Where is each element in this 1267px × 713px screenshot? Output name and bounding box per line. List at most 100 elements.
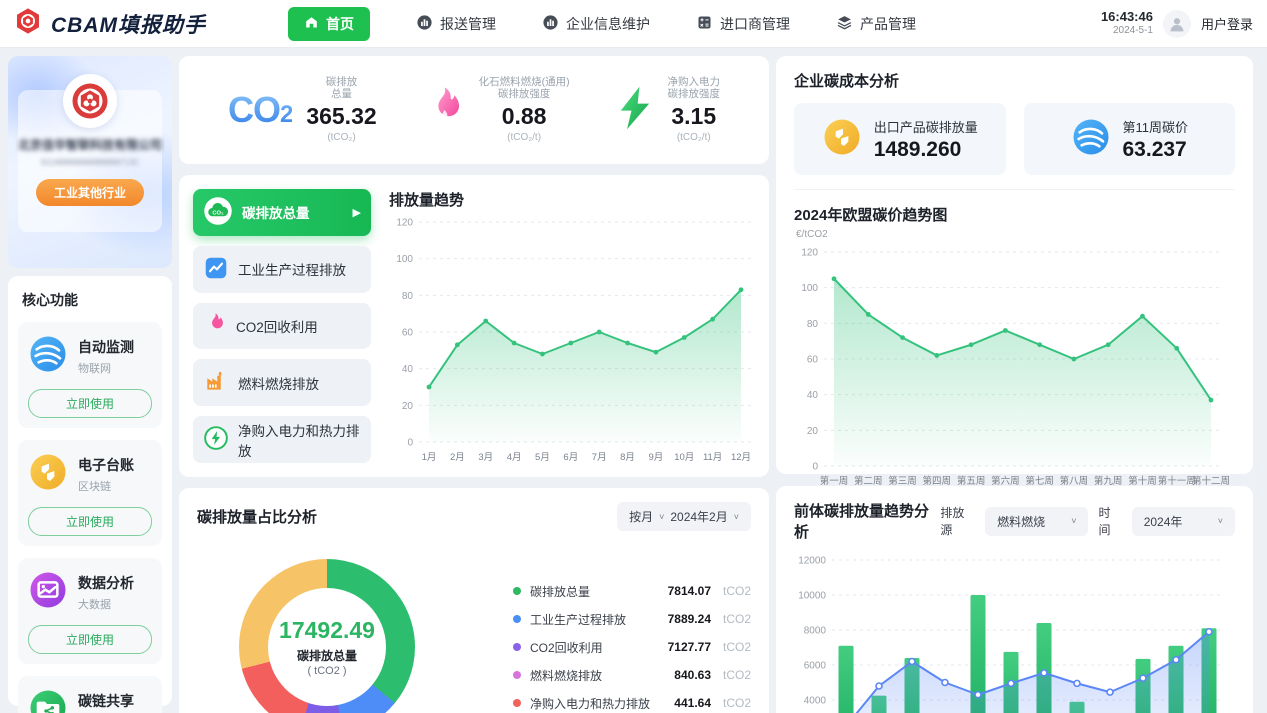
svg-text:120: 120 [396,218,413,229]
precursor-combo-chart: 4000 6000 8000 10000 12000 [798,556,1223,713]
use-now-button[interactable]: 立即使用 [28,389,152,418]
header-right: 16:43:46 2024-5-1 用户登录 [1101,9,1253,38]
nav-item-importer-management[interactable]: 进口商管理 [696,14,790,34]
svg-text:10000: 10000 [798,591,826,602]
svg-text:20: 20 [807,426,819,437]
svg-text:第十一周: 第十一周 [1158,475,1196,487]
legend-unit: tCO2 [722,612,751,626]
tab-co2-recycle[interactable]: CO2回收利用 [193,302,371,350]
svg-text:3月: 3月 [478,452,493,463]
stat-value: 365.32 [306,102,377,129]
svg-text:2月: 2月 [450,452,465,463]
legend-item[interactable]: 工业生产过程排放 7889.24 tCO2 [513,605,751,633]
eu-price-chart: 020406080100120第一周 第二周 第三周 第四周 第五周 第六周 第七周 第八周第… [801,248,1230,488]
svg-text:10月: 10月 [674,452,694,463]
legend-value: 7814.07 [667,584,711,598]
svg-text:第二周: 第二周 [854,475,883,487]
legend-item[interactable]: 净购入电力和热力排放 441.64 tCO2 [513,689,751,713]
svg-text:第八周: 第八周 [1060,475,1089,487]
svg-text:40: 40 [402,364,414,375]
coin-icon [28,452,68,497]
co2-cloud-icon: CO₂ [203,196,233,229]
svg-text:4000: 4000 [804,696,827,707]
svg-text:第四周: 第四周 [923,475,952,487]
line-chart-icon [203,255,229,284]
carbon-cost-panel: 企业碳成本分析 出口产品碳排放量 1489.260 [776,56,1253,487]
legend-item[interactable]: 燃料燃烧排放 840.63 tCO2 [513,661,751,689]
svg-text:7月: 7月 [592,452,607,463]
svg-text:5月: 5月 [535,452,550,463]
emission-source-select[interactable]: 燃料燃烧 ˅ [985,506,1089,536]
svg-text:60: 60 [807,355,819,366]
svg-text:20: 20 [402,401,414,412]
bolt-icon [616,85,654,136]
svg-text:80: 80 [402,291,414,302]
svg-text:第十二周: 第十二周 [1192,475,1230,487]
legend-value: 441.64 [674,696,711,710]
legend-unit: tCO2 [722,668,751,682]
svg-text:100: 100 [801,283,818,294]
svg-text:9月: 9月 [649,452,664,463]
co2-text-icon: CO2 [227,89,293,130]
svg-text:60: 60 [402,328,414,339]
svg-text:6000: 6000 [804,661,827,672]
nav-item-report-management[interactable]: 报送管理 [416,14,496,34]
svg-text:12月: 12月 [731,452,751,463]
svg-text:第三周: 第三周 [888,475,917,487]
company-name-blurred: 北京佳华智联科技有限公司 [17,138,162,152]
nav-item-product-management[interactable]: 产品管理 [836,14,916,34]
function-data-analysis: 数据分析 大数据 立即使用 [18,558,162,664]
legend-dot-icon [513,699,521,707]
clock: 16:43:46 2024-5-1 [1101,9,1153,36]
donut-chart: 17492.49 碳排放总量 ( tCO2 ) [239,559,415,713]
home-icon [304,15,319,33]
legend-value: 7889.24 [667,612,711,626]
svg-text:120: 120 [801,248,818,259]
globe-icon [1071,117,1111,162]
eu-price-axis-unit: €/tCO2 [796,229,828,240]
svg-text:11月: 11月 [703,452,722,463]
factory-icon [203,368,229,397]
legend-item[interactable]: 碳排放总量 7814.07 tCO2 [513,577,751,605]
nav-item-home[interactable]: 首页 [288,6,370,41]
sidebar: 北京佳华智联科技有限公司 911488888888888888713C 工业其他… [8,56,172,713]
user-avatar[interactable] [1162,9,1191,38]
right-column: 企业碳成本分析 出口产品碳排放量 1489.260 [776,56,1253,713]
company-emblem-icon [63,74,117,128]
kpi-stats-card: CO2 碳排放 总量 365.32 (tCO₂) 化石燃料燃烧(通用) 碳排放强度 … [179,56,769,164]
use-now-button[interactable]: 立即使用 [28,625,152,654]
use-now-button[interactable]: 立即使用 [28,507,152,536]
industry-badge: 工业其他行业 [35,179,144,206]
nav-item-enterprise-info[interactable]: 企业信息维护 [542,14,650,34]
tab-industrial-process[interactable]: 工业生产过程排放 [193,245,371,293]
tab-net-electricity-heat[interactable]: 净购入电力和热力排放 [193,416,371,463]
period-select[interactable]: 按月 ˅ 2024年2月 ˅ [617,502,751,531]
core-functions-card: 核心功能 自动监测 物联网 立即使用 [8,276,172,713]
svg-text:6月: 6月 [563,452,578,463]
stat-electricity-intensity: 净购入电力 碳排放强度 3.15 (tCO₂/t) [616,76,720,145]
user-login-link[interactable]: 用户登录 [1200,17,1253,32]
stat-value: 0.88 [501,102,547,129]
svg-text:100: 100 [396,254,413,265]
bar-chart-circle-icon [416,14,433,34]
time-select[interactable]: 2024年 ˅ [1131,506,1235,536]
svg-text:4月: 4月 [507,452,522,463]
function-carbon-chain-share: 碳链共享 加密通讯 立即使用 [18,676,162,713]
week-carbon-price-tile: 第11周碳价 63.237 [1023,103,1235,175]
emission-trend-chart: 0 20 40 60 80 100 120 1月 2月 3月 4月 5月 6月 7月 8月 9月 10月 11月 1… [396,218,751,464]
svg-text:第一周: 第一周 [820,475,849,487]
eu-price-chart-title: 2024年欧盟碳价趋势图 [794,207,948,224]
logo-icon [14,7,42,40]
tab-fuel-combustion[interactable]: 燃料燃烧排放 [193,359,371,407]
share-folder-icon [28,688,68,713]
tab-total-emission[interactable]: CO₂ 碳排放总量 ▶ [193,189,371,236]
week-carbon-price-value: 63.237 [1122,137,1187,161]
bar-chart-circle-icon [542,14,559,34]
legend-dot-icon [513,615,521,623]
legend-unit: tCO2 [722,696,751,710]
precursor-panel-title: 前体碳排放量趋势分析 [794,503,930,541]
chevron-down-icon: ˅ [659,511,665,522]
chevron-down-icon: ˅ [1071,516,1077,526]
legend-item[interactable]: CO2回收利用 7127.77 tCO2 [513,633,751,661]
